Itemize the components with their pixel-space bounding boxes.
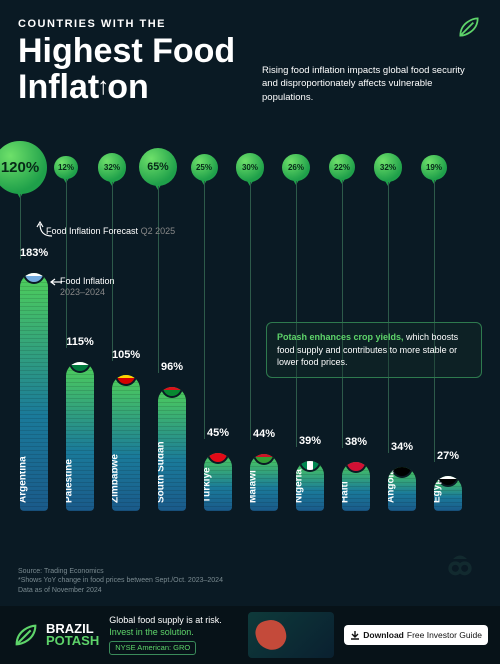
brand-logo: BRAZIL POTASH bbox=[12, 621, 99, 649]
forecast-balloon: 65% bbox=[139, 148, 177, 186]
bar: Haiti bbox=[342, 462, 370, 511]
forecast-balloon: 22% bbox=[329, 154, 355, 180]
bar: Malawi bbox=[250, 454, 278, 511]
brand-leaf-icon bbox=[12, 621, 40, 649]
bar: Zimbabwe bbox=[112, 375, 140, 512]
bar-value: 105% bbox=[112, 349, 140, 361]
flag-icon bbox=[345, 462, 367, 473]
bar: Palestine bbox=[66, 362, 94, 512]
flag-icon bbox=[253, 454, 275, 465]
forecast-balloon: 32% bbox=[98, 153, 127, 182]
bar: Argentina bbox=[20, 273, 48, 511]
bar-group: 105% Zimbabwe bbox=[112, 349, 140, 512]
bar: South Sudan bbox=[158, 387, 186, 512]
forecast-balloon: 19% bbox=[421, 155, 446, 180]
footer-message: Global food supply is at risk. Invest in… bbox=[109, 615, 238, 655]
brand-leaf-icon bbox=[456, 14, 482, 40]
bar-group: 39% Nigeria bbox=[296, 435, 324, 512]
bar-label: Egypt bbox=[434, 476, 443, 509]
bar-group: 34% Angola bbox=[388, 441, 416, 511]
bar-group: 45% Türkiye bbox=[204, 427, 232, 512]
bar-value: 38% bbox=[342, 436, 370, 448]
bar: Angola bbox=[388, 467, 416, 511]
bar: Nigeria bbox=[296, 461, 324, 512]
bar-value: 39% bbox=[296, 435, 324, 447]
bar: Egypt bbox=[434, 476, 462, 511]
bar-value: 44% bbox=[250, 428, 278, 440]
forecast-balloon: 32% bbox=[374, 153, 403, 182]
flag-icon bbox=[161, 387, 183, 398]
bar-label: South Sudan bbox=[158, 442, 167, 510]
footnotes: Source: Trading Economics *Shows YoY cha… bbox=[18, 567, 223, 596]
download-button[interactable]: Download Free Investor Guide bbox=[344, 625, 488, 645]
subtitle: Rising food inflation impacts global foo… bbox=[262, 64, 482, 104]
balloon-row: 120% 12% 32% 65% 25% 30% 26% 22% 32% 19% bbox=[0, 131, 500, 221]
bar-group: 183% Argentina bbox=[20, 247, 48, 511]
bar-value: 45% bbox=[204, 427, 232, 439]
bar-value: 96% bbox=[158, 361, 186, 373]
bar-label: Nigeria bbox=[296, 469, 305, 509]
flag-icon bbox=[115, 375, 137, 386]
ticker-badge: NYSE American: GRO bbox=[109, 641, 196, 655]
forecast-balloon: 25% bbox=[191, 154, 218, 181]
footer: BRAZIL POTASH Global food supply is at r… bbox=[0, 606, 500, 664]
bar-label: Malawi bbox=[250, 471, 259, 510]
bar-value: 34% bbox=[388, 441, 416, 453]
bar-value: 115% bbox=[66, 336, 94, 348]
forecast-balloon: 30% bbox=[236, 153, 264, 181]
bar-group: 96% South Sudan bbox=[158, 361, 186, 512]
forecast-balloon: 12% bbox=[54, 156, 77, 179]
bar-label: Zimbabwe bbox=[112, 454, 121, 509]
forecast-balloon: 120% bbox=[0, 141, 47, 195]
potash-callout: Potash enhances crop yields, which boost… bbox=[266, 322, 482, 378]
bar-group: 44% Malawi bbox=[250, 428, 278, 511]
bar-group: 38% Haiti bbox=[342, 436, 370, 511]
supertitle: COUNTRIES WITH THE bbox=[18, 18, 482, 30]
flag-icon bbox=[69, 362, 91, 373]
promo-thumbnail bbox=[248, 612, 334, 658]
publisher-logo-icon bbox=[446, 552, 474, 580]
bar-group: 115% Palestine bbox=[66, 336, 94, 512]
bar-label: Türkiye bbox=[204, 468, 213, 510]
bar-label: Argentina bbox=[20, 457, 29, 510]
download-icon bbox=[350, 630, 360, 640]
bar-label: Haiti bbox=[342, 482, 351, 510]
bar-group: 27% Egypt bbox=[434, 450, 462, 511]
bar-label: Palestine bbox=[66, 459, 75, 509]
bar-value: 27% bbox=[434, 450, 462, 462]
flag-icon bbox=[207, 453, 229, 464]
flag-icon bbox=[23, 273, 45, 284]
forecast-balloon: 26% bbox=[282, 154, 309, 181]
bar: Türkiye bbox=[204, 453, 232, 512]
bar-value: 183% bbox=[20, 247, 48, 259]
bar-label: Angola bbox=[388, 469, 397, 509]
